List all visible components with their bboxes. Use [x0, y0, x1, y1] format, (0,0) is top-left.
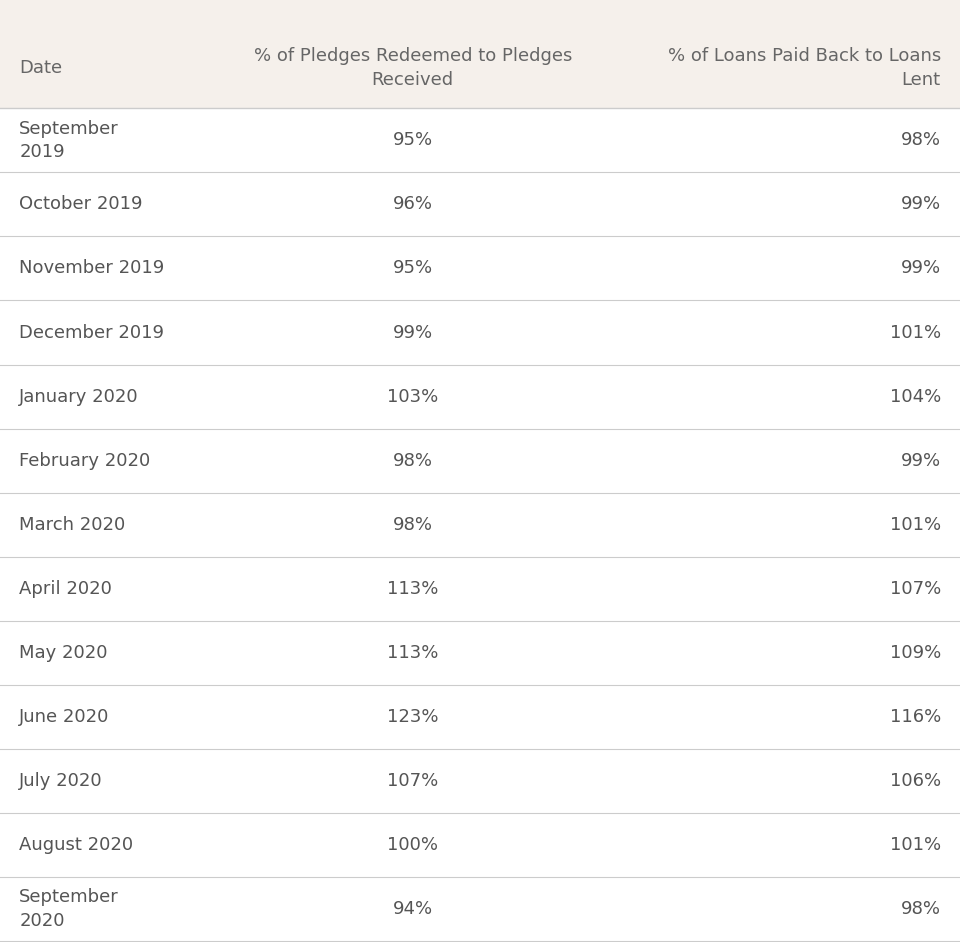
FancyBboxPatch shape: [0, 621, 960, 685]
Text: 113%: 113%: [387, 579, 439, 598]
Text: January 2020: January 2020: [19, 387, 139, 406]
Text: 101%: 101%: [890, 515, 941, 534]
Text: December 2019: December 2019: [19, 323, 164, 342]
Text: 99%: 99%: [900, 259, 941, 278]
Text: 95%: 95%: [393, 131, 433, 150]
FancyBboxPatch shape: [0, 108, 960, 172]
Text: August 2020: August 2020: [19, 836, 133, 854]
Text: 98%: 98%: [393, 451, 433, 470]
Text: March 2020: March 2020: [19, 515, 126, 534]
Text: 98%: 98%: [900, 131, 941, 150]
Text: 95%: 95%: [393, 259, 433, 278]
Text: % of Pledges Redeemed to Pledges
Received: % of Pledges Redeemed to Pledges Receive…: [253, 47, 572, 89]
FancyBboxPatch shape: [0, 557, 960, 621]
Text: 99%: 99%: [393, 323, 433, 342]
FancyBboxPatch shape: [0, 749, 960, 813]
Text: September
2020: September 2020: [19, 888, 119, 930]
Text: 107%: 107%: [387, 771, 439, 790]
Text: 101%: 101%: [890, 836, 941, 854]
Text: 100%: 100%: [387, 836, 439, 854]
Text: 113%: 113%: [387, 643, 439, 662]
Text: 116%: 116%: [890, 707, 941, 726]
Text: September
2019: September 2019: [19, 120, 119, 161]
Text: April 2020: April 2020: [19, 579, 112, 598]
Text: 98%: 98%: [393, 515, 433, 534]
Text: 123%: 123%: [387, 707, 439, 726]
FancyBboxPatch shape: [0, 28, 960, 108]
Text: 104%: 104%: [890, 387, 941, 406]
FancyBboxPatch shape: [0, 429, 960, 493]
Text: February 2020: February 2020: [19, 451, 151, 470]
FancyBboxPatch shape: [0, 685, 960, 749]
Text: October 2019: October 2019: [19, 195, 143, 214]
Text: 96%: 96%: [393, 195, 433, 214]
Text: 99%: 99%: [900, 451, 941, 470]
Text: 98%: 98%: [900, 900, 941, 918]
Text: May 2020: May 2020: [19, 643, 108, 662]
Text: 94%: 94%: [393, 900, 433, 918]
FancyBboxPatch shape: [0, 172, 960, 236]
FancyBboxPatch shape: [0, 877, 960, 941]
Text: July 2020: July 2020: [19, 771, 103, 790]
Text: June 2020: June 2020: [19, 707, 109, 726]
Text: 106%: 106%: [890, 771, 941, 790]
FancyBboxPatch shape: [0, 813, 960, 877]
Text: 99%: 99%: [900, 195, 941, 214]
Text: Date: Date: [19, 59, 62, 77]
FancyBboxPatch shape: [0, 300, 960, 365]
Text: 107%: 107%: [890, 579, 941, 598]
FancyBboxPatch shape: [0, 365, 960, 429]
Text: % of Loans Paid Back to Loans
Lent: % of Loans Paid Back to Loans Lent: [667, 47, 941, 89]
Text: 109%: 109%: [890, 643, 941, 662]
FancyBboxPatch shape: [0, 493, 960, 557]
FancyBboxPatch shape: [0, 236, 960, 300]
Text: 103%: 103%: [387, 387, 439, 406]
Text: 101%: 101%: [890, 323, 941, 342]
Text: November 2019: November 2019: [19, 259, 164, 278]
